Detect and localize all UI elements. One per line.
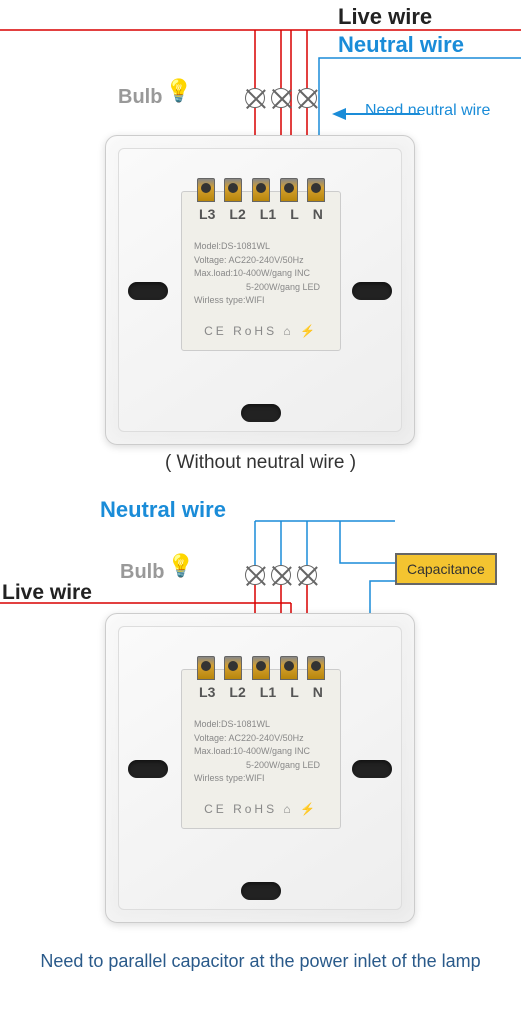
diagram-with-neutral: Live wire Neutral wire Bulb 💡 Need neutr… (0, 0, 521, 475)
terminal-labels: L3 L2 L1 L N (192, 206, 330, 222)
terminal (280, 656, 298, 680)
terminal-label: N (313, 206, 323, 222)
cert-icons: CE RoHS ⌂ ⚡ (182, 324, 340, 338)
wireless-text: Wirless type:WIFI (194, 294, 328, 308)
model-text: Model:DS-1081WL (194, 718, 328, 732)
terminal-label: L3 (199, 206, 215, 222)
mount-hole (128, 760, 168, 778)
lightbulb-icon-2: 💡 (167, 553, 194, 579)
wireless-text: Wirless type:WIFI (194, 772, 328, 786)
switch-module-2: L3 L2 L1 L N Model:DS-1081WL Voltage: AC… (181, 669, 341, 829)
wiring-diagram-infographic: Live wire Neutral wire Bulb 💡 Need neutr… (0, 0, 521, 1024)
bulb-symbol-1 (245, 88, 265, 108)
terminal-block (192, 178, 330, 202)
bulb-symbol-4 (245, 565, 265, 585)
lightbulb-icon: 💡 (165, 78, 192, 104)
terminal (197, 178, 215, 202)
caption-without-neutral: ( Without neutral wire ) (0, 452, 521, 474)
mount-hole (241, 882, 281, 900)
model-text: Model:DS-1081WL (194, 240, 328, 254)
neutral-wire-label: Neutral wire (338, 32, 464, 58)
live-wire-label-2: Live wire (2, 581, 92, 605)
switch-plate-top: L3 L2 L1 L N Model:DS-1081WL Voltage: AC… (105, 135, 415, 445)
terminal-label: L2 (229, 206, 245, 222)
voltage-text: Voltage: AC220-240V/50Hz (194, 254, 328, 268)
mount-hole (241, 404, 281, 422)
maxload-text: Max.load:10-400W/gang INC (194, 267, 328, 281)
mount-hole (352, 760, 392, 778)
terminal-label: L1 (260, 684, 276, 700)
need-neutral-label: Need neutral wire (365, 102, 490, 120)
terminal (197, 656, 215, 680)
mount-hole (352, 282, 392, 300)
terminal-label: L2 (229, 684, 245, 700)
terminal-label: L (290, 206, 299, 222)
live-wire-label: Live wire (338, 4, 432, 30)
diagram-without-neutral: Neutral wire Bulb 💡 Live wire Capacitanc… (0, 475, 521, 1024)
caption-bottom: Need to parallel capacitor at the power … (0, 951, 521, 972)
terminal-label: L (290, 684, 299, 700)
terminal-label: L3 (199, 684, 215, 700)
module-spec-text: Model:DS-1081WL Voltage: AC220-240V/50Hz… (194, 718, 328, 786)
bulb-symbol-5 (271, 565, 291, 585)
bulb-symbol-6 (297, 565, 317, 585)
terminal (224, 178, 242, 202)
mount-hole (128, 282, 168, 300)
maxload2-text: 5-200W/gang LED (194, 759, 328, 773)
bulb-label-2: Bulb (120, 561, 164, 584)
terminal (252, 178, 270, 202)
switch-plate-bottom: L3 L2 L1 L N Model:DS-1081WL Voltage: AC… (105, 613, 415, 923)
terminal (307, 656, 325, 680)
arrow-left-icon (332, 108, 346, 120)
voltage-text: Voltage: AC220-240V/50Hz (194, 732, 328, 746)
terminal (224, 656, 242, 680)
bulb-symbol-2 (271, 88, 291, 108)
bulb-label: Bulb (118, 86, 162, 109)
maxload2-text: 5-200W/gang LED (194, 281, 328, 295)
neutral-wire-label-2: Neutral wire (100, 497, 226, 523)
terminal-block (192, 656, 330, 680)
switch-module: L3 L2 L1 L N Model:DS-1081WL Voltage: AC… (181, 191, 341, 351)
cert-icons: CE RoHS ⌂ ⚡ (182, 802, 340, 816)
terminal-label: L1 (260, 206, 276, 222)
terminal (252, 656, 270, 680)
terminal-label: N (313, 684, 323, 700)
module-spec-text: Model:DS-1081WL Voltage: AC220-240V/50Hz… (194, 240, 328, 308)
bulb-symbol-3 (297, 88, 317, 108)
capacitance-box: Capacitance (395, 553, 497, 585)
terminal (307, 178, 325, 202)
terminal-labels: L3 L2 L1 L N (192, 684, 330, 700)
terminal (280, 178, 298, 202)
maxload-text: Max.load:10-400W/gang INC (194, 745, 328, 759)
